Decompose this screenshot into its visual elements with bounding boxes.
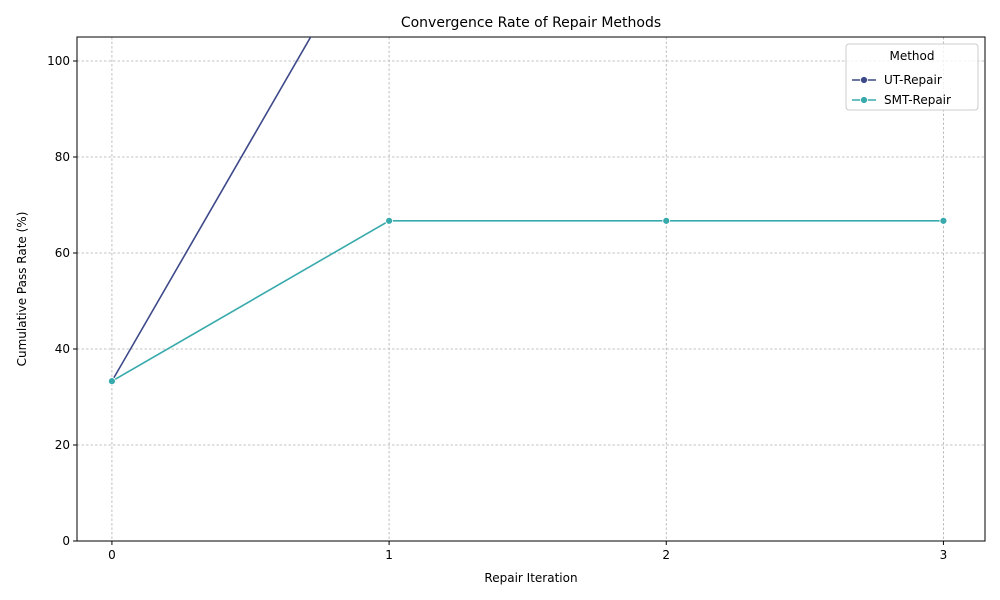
chart-title: Convergence Rate of Repair Methods xyxy=(401,15,661,31)
y-axis-label: Cumulative Pass Rate (%) xyxy=(15,212,29,367)
x-tick-label: 0 xyxy=(108,548,116,562)
series-marker xyxy=(385,216,393,225)
legend-box xyxy=(845,43,979,111)
legend-label: UT-Repair xyxy=(884,73,942,87)
y-tick-label: 60 xyxy=(55,246,70,260)
plot-frame xyxy=(76,36,986,542)
y-tick-label: 0 xyxy=(62,534,70,548)
y-tick-label: 40 xyxy=(55,342,70,356)
y-tick-label: 20 xyxy=(55,438,70,452)
legend-label: SMT-Repair xyxy=(884,93,951,107)
x-axis-label: Repair Iteration xyxy=(484,571,577,585)
series-marker xyxy=(939,216,948,225)
series-line xyxy=(111,37,312,382)
y-tick-label: 80 xyxy=(55,150,70,164)
plot-area xyxy=(108,37,948,386)
legend-marker xyxy=(860,76,868,84)
x-tick-label: 3 xyxy=(940,548,948,562)
legend-title: Method xyxy=(889,49,934,63)
series-marker xyxy=(108,377,116,386)
x-tick-label: 1 xyxy=(385,548,393,562)
y-tick-label: 100 xyxy=(47,54,70,68)
series-line xyxy=(111,220,944,382)
legend-marker xyxy=(860,96,868,104)
series-marker xyxy=(662,216,671,225)
x-tick-label: 2 xyxy=(662,548,670,562)
